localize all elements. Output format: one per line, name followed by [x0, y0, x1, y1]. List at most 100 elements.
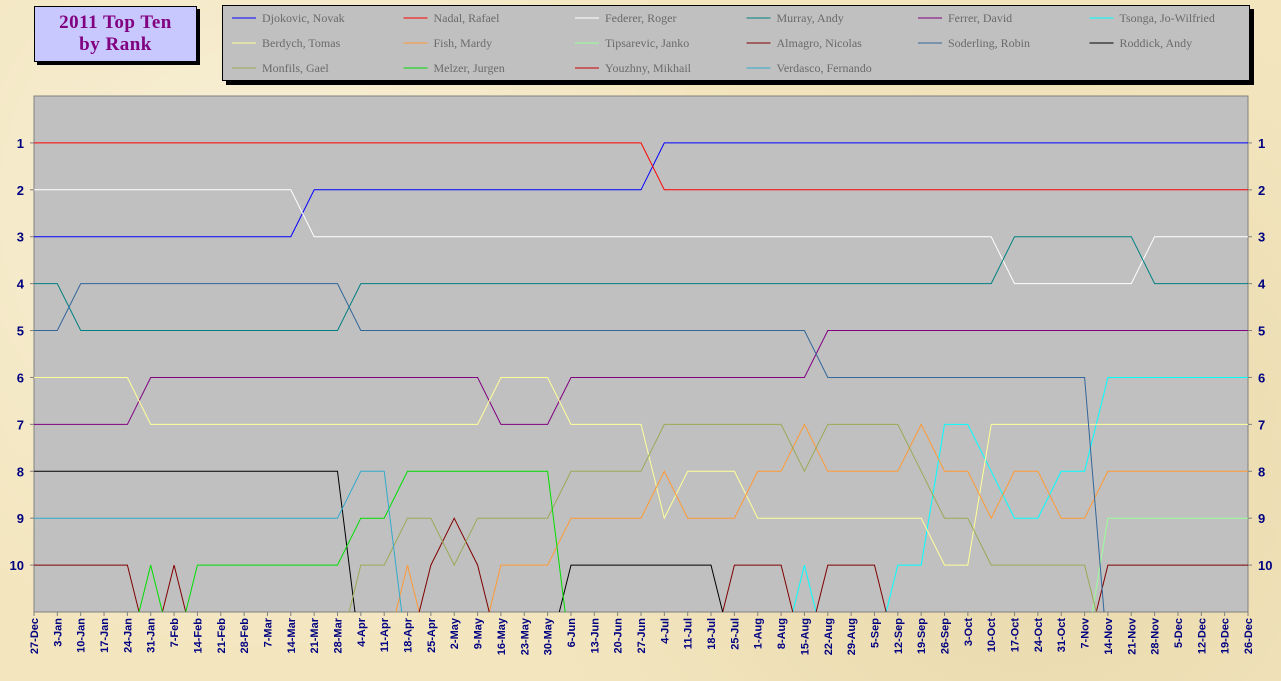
x-tick-label: 7-Feb [169, 618, 181, 648]
x-tick-label: 15-Aug [799, 618, 811, 655]
x-tick-label: 26-Sep [940, 618, 952, 654]
x-tick-label: 8-Aug [776, 618, 788, 649]
legend-box [222, 5, 1250, 81]
legend-label: Melzer, Jurgen [434, 61, 505, 75]
y-tick-label-right: 8 [1258, 464, 1265, 479]
series-line-roddick-andy [34, 470, 724, 612]
x-tick-label: 30-May [543, 617, 555, 655]
y-tick-label-right: 4 [1258, 277, 1266, 292]
x-tick-label: 19-Dec [1220, 618, 1232, 654]
x-tick-label: 28-Mar [333, 617, 345, 653]
y-tick-label-left: 9 [17, 511, 24, 526]
y-tick-label-right: 5 [1258, 324, 1265, 339]
x-tick-label: 24-Oct [1033, 618, 1045, 653]
y-tick-label-left: 3 [17, 230, 24, 245]
y-tick-label-left: 10 [10, 558, 24, 573]
legend-label: Youzhny, Mikhail [605, 61, 692, 75]
y-tick-label-right: 3 [1258, 230, 1265, 245]
x-tick-label: 17-Oct [1010, 618, 1022, 653]
y-tick-label-left: 7 [17, 417, 24, 432]
y-tick-label-left: 8 [17, 464, 24, 479]
x-tick-label: 1-Aug [753, 618, 765, 649]
chart-title-line-2: by Rank [79, 34, 152, 55]
x-tick-label: 10-Oct [986, 618, 998, 653]
x-tick-label: 13-Jun [589, 618, 601, 654]
legend-label: Verdasco, Fernando [777, 61, 872, 75]
x-tick-label: 12-Dec [1196, 618, 1208, 654]
x-tick-label: 29-Aug [846, 618, 858, 655]
legend-label: Berdych, Tomas [262, 36, 341, 50]
x-tick-label: 26-Dec [1243, 618, 1255, 654]
legend-label: Roddick, Andy [1120, 36, 1193, 50]
y-tick-label-right: 7 [1258, 417, 1265, 432]
x-tick-label: 10-Jan [76, 618, 88, 653]
x-tick-label: 28-Nov [1150, 617, 1162, 655]
x-tick-label: 9-May [473, 617, 485, 649]
series-line-monfils-gael [348, 423, 1097, 612]
plot-area [33, 95, 1249, 613]
legend-label: Tipsarevic, Janko [605, 36, 689, 50]
y-tick-label-right: 1 [1258, 136, 1265, 151]
x-tick-label: 31-Jan [146, 618, 158, 653]
x-tick-label: 20-Jun [613, 618, 625, 654]
x-tick-label: 2-May [449, 617, 461, 649]
series-line-murray-andy [34, 236, 1248, 331]
series-line-nadal-rafael [34, 142, 1248, 191]
y-tick-label-right: 2 [1258, 183, 1265, 198]
y-tick-label-left: 2 [17, 183, 24, 198]
y-tick-label-right: 6 [1258, 370, 1265, 385]
x-tick-label: 27-Dec [29, 618, 41, 654]
x-tick-label: 24-Jan [122, 618, 134, 653]
y-tick-label-left: 6 [17, 370, 24, 385]
x-tick-label: 7-Mar [262, 617, 274, 647]
series-line-tsonga-jo-wilfried [792, 377, 1248, 612]
x-tick-label: 22-Aug [823, 618, 835, 655]
legend-label: Federer, Roger [605, 11, 677, 25]
series-line-berdych-tomas [34, 377, 1248, 566]
legend-label: Tsonga, Jo-Wilfried [1120, 11, 1215, 25]
series-line-federer-roger [34, 189, 1248, 285]
chart-title-line-1: 2011 Top Ten [59, 12, 172, 33]
x-tick-label: 27-Jun [636, 618, 648, 654]
x-tick-label: 17-Jan [99, 618, 111, 653]
y-tick-label-left: 4 [17, 277, 25, 292]
series-line-tipsarevic-janko [1091, 517, 1248, 612]
series-line-melzer-jurgen [138, 470, 566, 612]
x-tick-label: 31-Oct [1056, 618, 1068, 653]
series-line-soderling-robin [34, 283, 1105, 612]
x-tick-label: 4-Apr [356, 617, 368, 646]
legend-label: Ferrer, David [948, 11, 1012, 25]
x-tick-label: 3-Oct [963, 618, 975, 646]
x-tick-label: 11-Jul [683, 618, 695, 649]
legend-label: Almagro, Nicolas [777, 36, 863, 50]
series-line-djokovic-novak [34, 142, 1248, 238]
y-tick-label-right: 9 [1258, 511, 1265, 526]
legend-label: Fish, Mardy [434, 36, 493, 50]
x-tick-label: 25-Jul [729, 618, 741, 650]
chart-title-box: 2011 Top Ten by Rank [34, 6, 197, 62]
y-tick-label-left: 5 [17, 324, 24, 339]
legend-label: Monfils, Gael [262, 61, 329, 75]
x-tick-label: 28-Feb [239, 618, 251, 654]
y-tick-label-left: 1 [17, 136, 24, 151]
y-tick-label-right: 10 [1258, 558, 1272, 573]
x-tick-label: 4-Jul [659, 618, 671, 644]
x-tick-label: 21-Feb [216, 618, 228, 654]
x-tick-label: 19-Sep [916, 618, 928, 654]
x-tick-label: 5-Sep [869, 618, 881, 648]
x-tick-label: 6-Jun [566, 618, 578, 648]
x-tick-label: 7-Nov [1080, 617, 1092, 648]
legend-label: Murray, Andy [777, 11, 844, 25]
legend-label: Soderling, Robin [948, 36, 1030, 50]
x-tick-label: 3-Jan [52, 618, 64, 647]
x-tick-label: 14-Mar [286, 617, 298, 653]
x-tick-label: 18-Apr [403, 617, 415, 653]
legend-label: Djokovic, Novak [262, 11, 345, 25]
x-tick-label: 12-Sep [893, 618, 905, 654]
x-tick-label: 21-Mar [309, 617, 321, 653]
x-tick-label: 5-Dec [1173, 618, 1185, 648]
legend-label: Nadal, Rafael [434, 11, 501, 25]
x-tick-label: 21-Nov [1126, 617, 1138, 655]
x-tick-label: 23-May [519, 617, 531, 655]
